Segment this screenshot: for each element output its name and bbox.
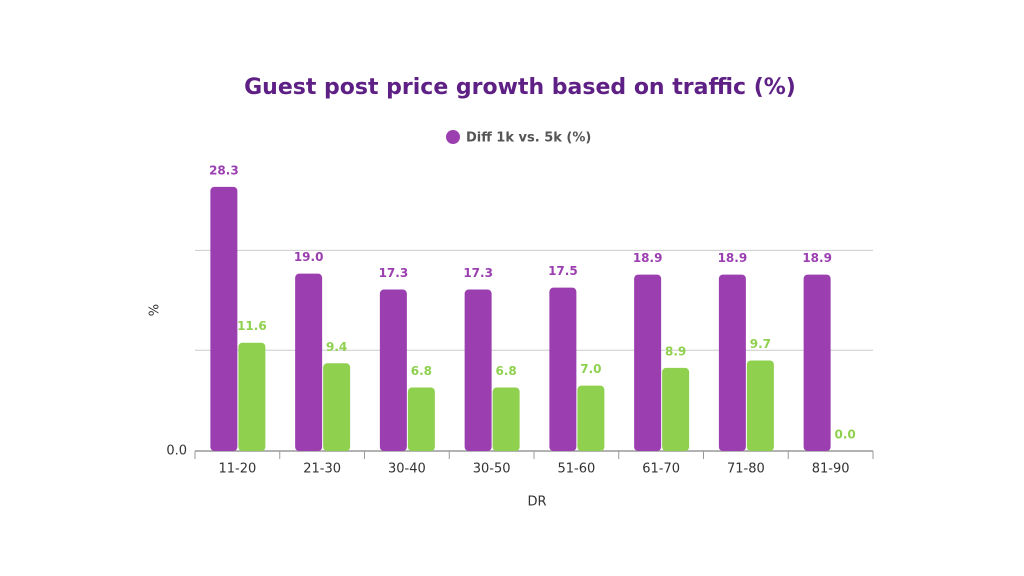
bar: [577, 385, 605, 451]
x-tick-label: 51-60: [557, 462, 595, 477]
value-label: 18.9: [633, 251, 663, 265]
bar: [803, 274, 831, 451]
bar: [746, 360, 774, 451]
bar: [238, 342, 266, 451]
bar: [718, 274, 746, 451]
bar: [210, 186, 238, 451]
value-label: 17.3: [463, 266, 493, 280]
y-axis-label: %: [148, 304, 163, 316]
value-label: 8.9: [665, 344, 686, 358]
x-tick-label: 61-70: [642, 462, 680, 477]
bar: [464, 289, 492, 451]
value-label: 6.8: [411, 364, 432, 378]
legend-swatch: [446, 130, 460, 144]
value-label: 19.0: [294, 250, 324, 264]
value-label: 18.9: [802, 251, 832, 265]
value-label: 0.0: [834, 428, 855, 442]
bar: [323, 363, 351, 451]
bar: [662, 367, 690, 451]
x-axis-label: DR: [527, 495, 546, 510]
value-label: 7.0: [580, 362, 601, 376]
x-tick-label: 21-30: [303, 462, 341, 477]
value-label: 28.3: [209, 163, 239, 177]
bar: [407, 387, 435, 451]
x-tick-label: 71-80: [727, 462, 765, 477]
y-tick-label: 0.0: [166, 444, 187, 459]
bar: [549, 287, 577, 451]
legend-label: Diff 1k vs. 5k (%): [466, 131, 591, 146]
value-label: 6.8: [495, 364, 516, 378]
value-label: 9.7: [750, 337, 771, 351]
x-tick-label: 81-90: [812, 462, 850, 477]
value-label: 11.6: [237, 319, 267, 333]
bar: [379, 289, 407, 451]
value-label: 17.5: [548, 264, 578, 278]
bar: [295, 273, 323, 451]
bar: [634, 274, 662, 451]
chart-title: Guest post price growth based on traffic…: [244, 75, 796, 100]
value-label: 9.4: [326, 340, 347, 354]
bar: [492, 387, 520, 451]
value-label: 17.3: [379, 266, 409, 280]
value-label: 18.9: [718, 251, 748, 265]
x-tick-label: 30-40: [388, 462, 426, 477]
x-tick-label: 30-50: [473, 462, 511, 477]
x-tick-label: 11-20: [218, 462, 256, 477]
